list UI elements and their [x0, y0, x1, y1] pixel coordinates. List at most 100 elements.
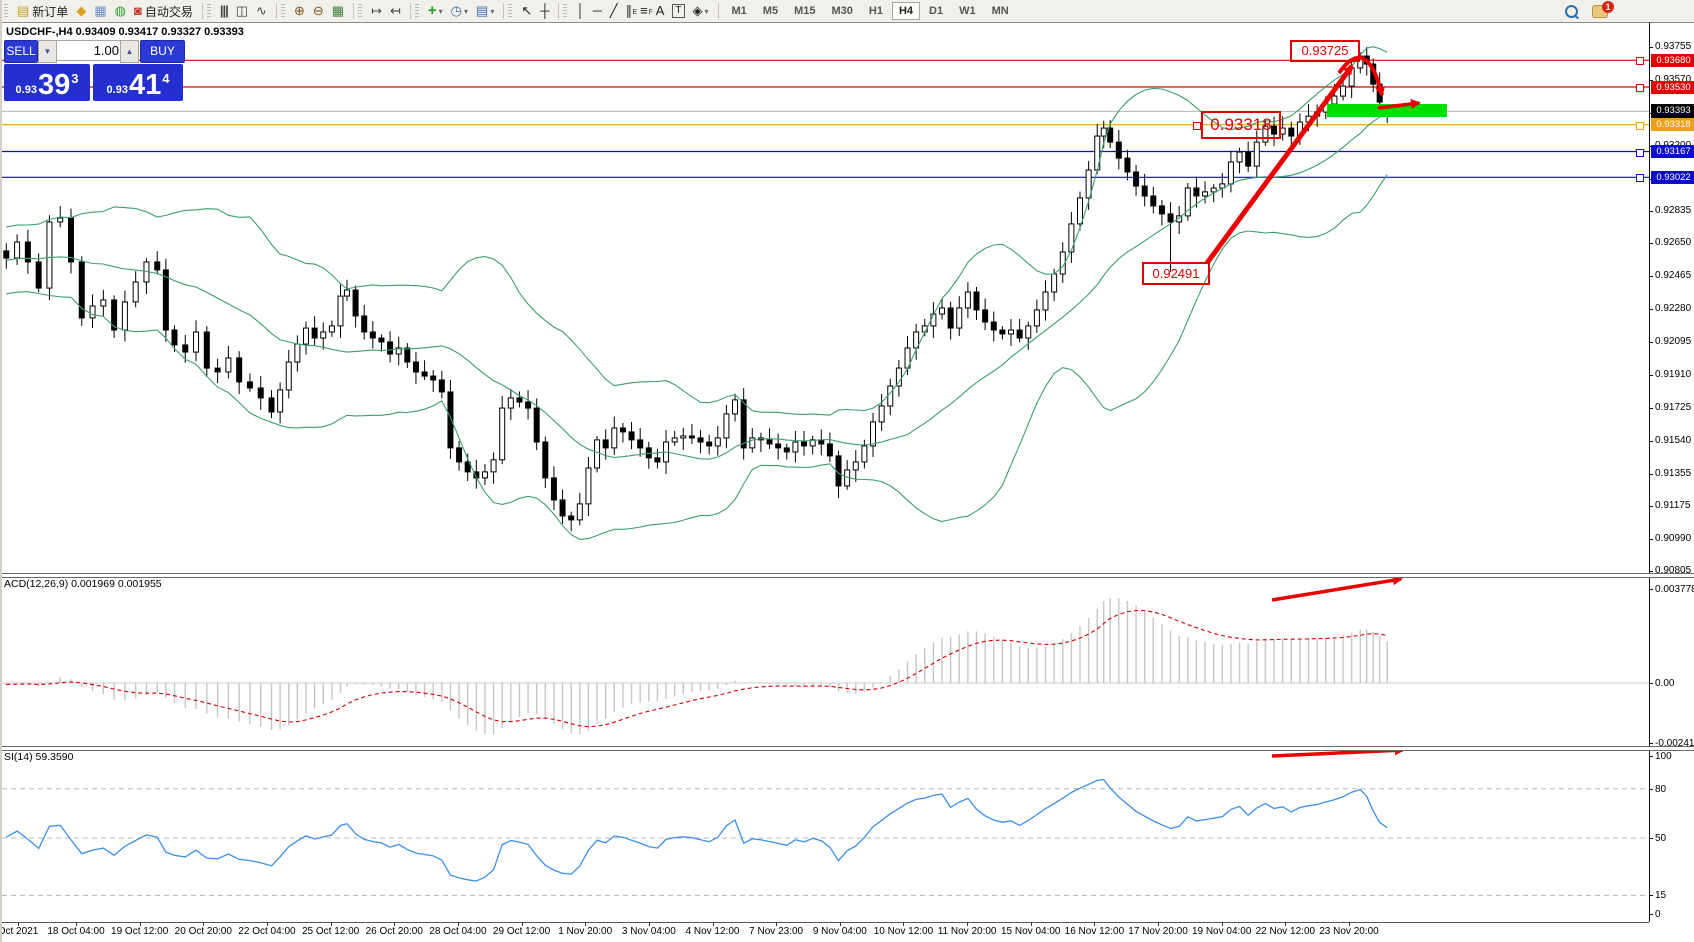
crosshair-button[interactable]: ┼	[536, 2, 553, 20]
line-handle[interactable]	[1636, 121, 1644, 130]
price-tick-mark	[1649, 309, 1653, 311]
line-handle[interactable]	[1636, 57, 1644, 66]
new-order-button[interactable]: ▤ 新订单	[13, 2, 72, 21]
add-indicator-button[interactable]: + ▾	[424, 2, 447, 20]
time-axis-label: 23 Nov 20:00	[1319, 926, 1379, 937]
trendline-button[interactable]: ╱	[606, 2, 622, 20]
price-tick-mark	[1649, 243, 1653, 245]
horizontal-price-lines[interactable]	[2, 59, 1649, 178]
breakout-level-label[interactable]: 0.93318	[1201, 111, 1281, 139]
timeframe-button-m15[interactable]: M15	[794, 5, 816, 17]
tile-windows-button[interactable]: ▦	[328, 2, 348, 20]
macd-panel[interactable]	[2, 576, 1649, 746]
volume-decrease-button[interactable]: ▼	[38, 40, 57, 63]
trend-up-arrow[interactable]	[1204, 64, 1355, 265]
time-tick-mark	[776, 922, 778, 926]
macd-tick-mark	[1649, 588, 1653, 590]
line-chart-icon: ∿	[256, 3, 267, 18]
arrows-button[interactable]: ◈ ▾	[689, 2, 713, 20]
timeframe-button-m30[interactable]: M30	[831, 5, 853, 17]
toolbar-separator	[275, 3, 277, 19]
time-tick-mark	[1158, 922, 1160, 926]
auto-scroll-button[interactable]: ↦	[367, 2, 386, 20]
rsi-axis-label: 100	[1655, 751, 1672, 762]
fibonacci-button[interactable]: ≡ F	[636, 2, 653, 20]
line-handle[interactable]	[1636, 148, 1644, 157]
autotrading-button[interactable]: ◙ 自动交易	[130, 2, 197, 21]
rsi-tick-mark	[1649, 756, 1653, 757]
time-axis-label: 15 Nov 04:00	[1001, 926, 1061, 937]
chevron-down-icon: ▾	[490, 6, 495, 16]
fibonacci-icon: ≡ F	[640, 3, 653, 18]
timeframe-button-mn[interactable]: MN	[991, 5, 1009, 17]
time-tick-mark	[330, 922, 332, 926]
pullback-arrow[interactable]	[1337, 55, 1385, 97]
main-price-chart[interactable]	[2, 22, 1649, 573]
macd-axis-label: 0.00	[1655, 678, 1675, 689]
line-chart-button[interactable]: ∿	[252, 2, 271, 20]
template-icon: ▤	[476, 3, 489, 18]
panel-splitter-macd[interactable]	[2, 573, 1694, 578]
time-tick-mark	[521, 922, 523, 926]
cursor-button[interactable]: ↖	[517, 2, 536, 20]
text-button[interactable]: A	[652, 2, 669, 20]
timeframe-button-h1[interactable]: H1	[868, 5, 883, 17]
price-tick-mark	[1649, 505, 1653, 507]
entry-arrow[interactable]	[1377, 99, 1421, 110]
time-axis-label: 19 Nov 04:00	[1191, 926, 1252, 937]
vertical-line-button[interactable]: │	[572, 2, 588, 20]
panel-splitter-rsi[interactable]	[2, 746, 1694, 751]
resistance-label[interactable]: 0.93725	[1290, 40, 1360, 62]
horizontal-line-icon: ─	[592, 3, 602, 18]
sell-price-display[interactable]: 0.93 39 3	[4, 64, 90, 101]
notifications-icon[interactable]: 1	[1592, 0, 1614, 18]
chart-shift-icon: ↤	[389, 3, 401, 18]
candlestick-chart-button[interactable]: ◫	[232, 2, 252, 20]
text-label-button[interactable]: T	[668, 3, 688, 19]
period-clock-button[interactable]: ◷ ▾	[447, 2, 472, 20]
timeframe-button-w1[interactable]: W1	[959, 5, 976, 17]
signals-button[interactable]: ◍	[111, 2, 130, 20]
time-tick-mark	[967, 922, 969, 926]
toolbar-separator	[503, 3, 505, 19]
volume-increase-button[interactable]: ▲	[120, 40, 139, 63]
zoom-out-button[interactable]: ⊖	[309, 2, 328, 20]
rsi-trend-arrow[interactable]	[1271, 749, 1405, 758]
indicator-list-button[interactable]: ◆	[72, 2, 90, 20]
buy-button[interactable]: BUY	[140, 40, 185, 63]
price-tick-mark	[1649, 407, 1653, 409]
time-axis-label: 3 Nov 04:00	[621, 926, 676, 937]
annotation-handle[interactable]	[1193, 121, 1201, 130]
chart-shift-button[interactable]: ↤	[386, 2, 405, 20]
line-handle[interactable]	[1636, 84, 1644, 92]
timeframe-button-h4[interactable]: H4	[891, 2, 921, 20]
time-axis-label: 1 Nov 20:00	[558, 926, 613, 937]
macd-trend-arrow[interactable]	[1271, 576, 1403, 602]
rsi-panel[interactable]	[2, 749, 1649, 922]
profiles-button[interactable]: ▦	[90, 2, 110, 20]
toolbar-grip	[280, 4, 285, 18]
time-tick-mark	[712, 922, 714, 926]
buy-price-display[interactable]: 0.93 41 4	[93, 64, 183, 101]
bid-price-badge: 0.93393	[1651, 104, 1694, 119]
line-handle[interactable]	[1636, 174, 1644, 183]
price-tick-mark	[1649, 276, 1653, 278]
timeframe-button-m5[interactable]: M5	[762, 5, 779, 17]
timeframe-button-d1[interactable]: D1	[929, 5, 944, 17]
buy-price-big: 41	[128, 69, 162, 101]
bar-chart-button[interactable]: |||	[216, 2, 232, 20]
price-tick-mark	[1649, 473, 1653, 475]
sell-button[interactable]: SELL	[4, 40, 38, 63]
swing-low-label[interactable]: 0.92491	[1142, 262, 1210, 285]
zoom-in-button[interactable]: ⊕	[290, 2, 309, 20]
volume-input[interactable]	[56, 40, 124, 61]
search-icon[interactable]	[1565, 4, 1578, 18]
time-tick-mark	[1030, 922, 1032, 926]
price-axis-label: 0.93570	[1655, 73, 1692, 85]
timeframe-button-m1[interactable]: M1	[731, 5, 747, 17]
time-tick-mark	[76, 922, 77, 926]
template-button[interactable]: ▤ ▾	[472, 2, 498, 20]
macd-axis-label: -0.002419	[1655, 738, 1694, 750]
channel-button[interactable]: ∥ E	[622, 2, 638, 20]
horizontal-line-button[interactable]: ─	[589, 2, 606, 20]
